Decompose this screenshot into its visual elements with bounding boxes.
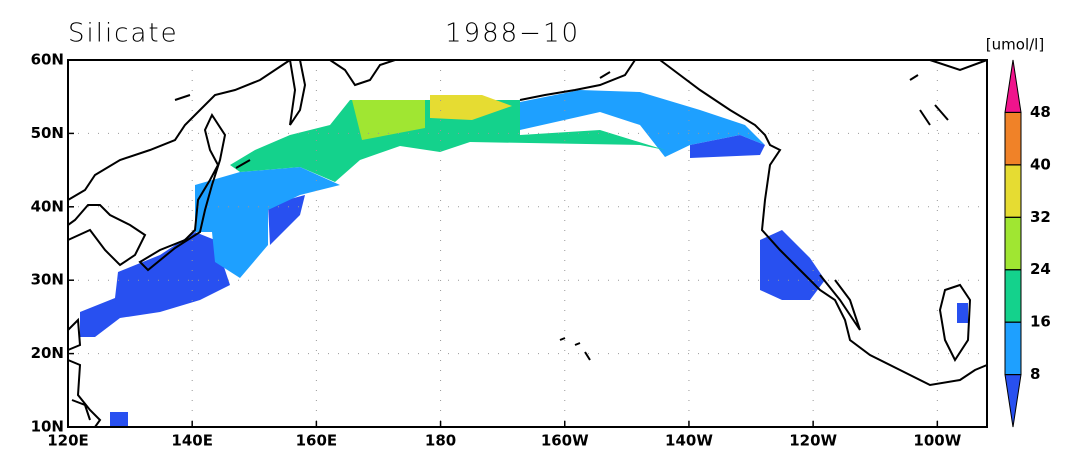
colorbar: 8 16 24 32 40 48 bbox=[1004, 59, 1051, 428]
y-tick-label: 40N bbox=[31, 197, 64, 215]
colorbar-box bbox=[1004, 269, 1022, 323]
colorbar-arrow bbox=[1004, 59, 1022, 113]
colorbar-box bbox=[1004, 111, 1022, 166]
colorbar-label: 32 bbox=[1030, 208, 1051, 226]
coastline bbox=[138, 112, 227, 272]
silicate-field bbox=[80, 90, 968, 427]
x-tick-label: 120W bbox=[789, 432, 837, 450]
coastline bbox=[659, 59, 988, 387]
coastline bbox=[67, 317, 102, 428]
field-patch bbox=[430, 95, 512, 120]
field-patch bbox=[110, 412, 128, 427]
x-tick-label: 120E bbox=[47, 432, 89, 450]
field-patch bbox=[195, 167, 340, 278]
coastline bbox=[559, 59, 988, 361]
coastlines bbox=[67, 59, 988, 428]
field-patch bbox=[520, 90, 765, 157]
colorbar-label: 8 bbox=[1030, 365, 1040, 383]
x-tick-label: 160E bbox=[296, 432, 338, 450]
x-tick-label: 140W bbox=[665, 432, 713, 450]
field-patch bbox=[230, 100, 665, 182]
y-tick-label: 10N bbox=[31, 418, 64, 436]
field-patch bbox=[268, 195, 305, 245]
colorbar-box bbox=[1004, 216, 1022, 271]
x-tick-label: 140E bbox=[171, 432, 213, 450]
y-tick-label: 50N bbox=[31, 124, 64, 142]
unit: [umol/l] bbox=[986, 36, 1044, 54]
field-patch bbox=[352, 100, 425, 140]
coastline bbox=[67, 204, 147, 267]
colorbar-label: 48 bbox=[1030, 103, 1051, 121]
x-tick-label: 160W bbox=[541, 432, 589, 450]
field-patch bbox=[957, 303, 968, 323]
colorbar-label: 16 bbox=[1030, 313, 1051, 331]
period: 1988−10 bbox=[445, 19, 580, 49]
y-tick-label: 20N bbox=[31, 344, 64, 362]
y-tick-label: 30N bbox=[31, 271, 64, 289]
field-patch bbox=[760, 230, 825, 300]
coastline bbox=[174, 59, 396, 169]
colorbar-box bbox=[1004, 321, 1022, 376]
plot-frame bbox=[67, 59, 988, 428]
colorbar-label: 24 bbox=[1030, 260, 1051, 278]
title: Silicate bbox=[68, 19, 179, 49]
field-patch bbox=[80, 232, 230, 337]
field-patch bbox=[690, 135, 765, 158]
x-tick-label: 100W bbox=[913, 432, 961, 450]
colorbar-box bbox=[1004, 164, 1022, 218]
colorbar-label: 40 bbox=[1030, 155, 1051, 173]
coastline bbox=[67, 59, 291, 201]
coastline bbox=[519, 59, 636, 101]
y-tick-label: 60N bbox=[31, 51, 64, 69]
x-tick-label: 180 bbox=[425, 432, 456, 450]
colorbar-arrow bbox=[1004, 374, 1022, 428]
